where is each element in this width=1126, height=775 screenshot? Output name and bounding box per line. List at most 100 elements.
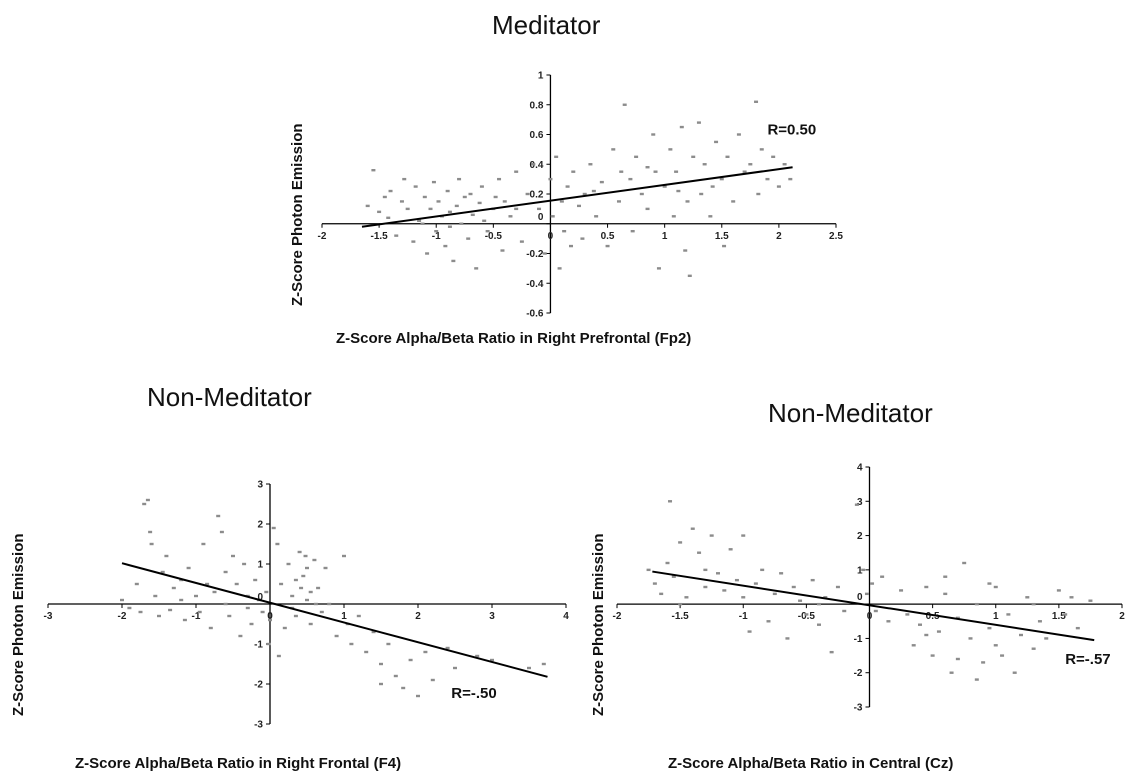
data-point: [630, 229, 635, 233]
x-tick-label: 1: [341, 611, 347, 622]
data-point: [1025, 596, 1030, 599]
data-point: [930, 654, 935, 657]
data-point: [356, 614, 361, 618]
data-point: [943, 592, 948, 596]
data-point: [490, 658, 494, 662]
chart2-ylabel: Z-Score Photon Emission: [10, 533, 27, 716]
data-point: [734, 578, 739, 582]
data-point: [223, 602, 228, 606]
data-point: [334, 634, 339, 638]
data-point: [829, 650, 834, 654]
data-point: [611, 148, 616, 151]
trendline: [652, 570, 1095, 642]
data-point: [1069, 596, 1074, 599]
data-point: [554, 155, 559, 159]
data-point: [371, 169, 376, 172]
data-point: [462, 195, 467, 199]
correlation-label: R=-.57: [1065, 651, 1110, 668]
data-point: [422, 195, 427, 199]
data-point: [253, 578, 258, 582]
data-point: [417, 219, 422, 222]
y-tick-label: 0.2: [530, 190, 544, 201]
data-point: [303, 554, 308, 558]
data-point: [772, 592, 777, 596]
data-point: [710, 185, 715, 188]
data-point: [447, 225, 452, 228]
data-point: [662, 185, 667, 188]
chart3-plot: -2 -1.5 -1 -0.5 0 0.5 1 1.5 2 -3 -2 -1 1 2 3 4 0 R=-.57: [613, 463, 1126, 714]
data-point: [537, 207, 542, 211]
data-point: [668, 148, 673, 151]
data-point: [182, 618, 187, 622]
data-point: [779, 572, 784, 575]
x-tick-label: 0.5: [601, 231, 615, 242]
data-point: [924, 585, 929, 589]
data-point: [293, 578, 298, 582]
data-point: [736, 133, 741, 136]
y-tick-label: -3: [854, 703, 863, 714]
y-tick-label: 1: [257, 560, 263, 571]
data-point: [502, 200, 507, 203]
data-point: [316, 586, 321, 590]
data-point: [722, 244, 727, 248]
x-tick-label: 2.5: [829, 231, 843, 242]
data-point: [500, 249, 505, 252]
x-tick-label: -1: [432, 231, 441, 242]
data-point: [949, 671, 954, 674]
data-point: [168, 608, 173, 612]
y-tick-label: -0.4: [526, 279, 544, 290]
data-point: [622, 103, 627, 106]
x-tick-label: 2: [776, 231, 782, 242]
chart2-xlabel: Z-Score Alpha/Beta Ratio in Right Fronta…: [75, 755, 402, 772]
data-point: [286, 562, 291, 566]
chart2-plot: -3 -2 -1 0 1 2 3 4 -3 -2 -1 1 2 3 0 R=-.50: [44, 480, 570, 731]
data-point: [684, 596, 689, 599]
data-point: [436, 200, 441, 203]
data-point: [157, 614, 161, 618]
data-point: [153, 594, 158, 598]
data-point: [619, 170, 624, 173]
data-point: [899, 589, 904, 592]
data-point: [810, 578, 815, 582]
data-point: [580, 237, 585, 240]
data-point: [699, 192, 704, 196]
data-point: [127, 606, 132, 610]
data-point: [197, 610, 202, 614]
data-point: [1075, 626, 1080, 630]
data-point: [748, 163, 753, 166]
data-point: [653, 170, 658, 173]
data-point: [514, 170, 519, 173]
data-point: [719, 177, 724, 181]
data-point: [399, 200, 404, 203]
data-point: [741, 534, 746, 537]
data-point: [645, 207, 650, 211]
y-tick-label: -1: [254, 640, 263, 651]
data-point: [974, 678, 979, 681]
data-point: [249, 622, 254, 626]
data-point: [616, 200, 621, 203]
x-tick-label: 1: [993, 611, 999, 622]
data-point: [293, 614, 298, 618]
x-tick-label: 0: [867, 611, 873, 622]
data-point: [445, 189, 450, 193]
data-point: [477, 201, 482, 205]
chart3-ylabel: Z-Score Photon Emission: [590, 533, 607, 716]
data-point: [791, 585, 796, 589]
y-tick-label: 0: [257, 592, 263, 603]
chart1-ylabel: Z-Score Photon Emission: [289, 123, 306, 306]
data-point: [605, 244, 610, 248]
data-point: [548, 177, 553, 181]
data-point: [683, 249, 688, 252]
data-point: [599, 180, 604, 184]
data-point: [854, 503, 859, 506]
data-point: [493, 195, 498, 199]
data-point: [835, 585, 840, 589]
data-point: [394, 234, 399, 237]
data-point: [171, 586, 176, 590]
data-point: [714, 140, 719, 144]
data-point: [981, 661, 986, 664]
data-point: [431, 180, 436, 184]
x-tick-label: 1.5: [715, 231, 729, 242]
x-tick-label: -3: [44, 611, 53, 622]
data-point: [541, 662, 546, 666]
